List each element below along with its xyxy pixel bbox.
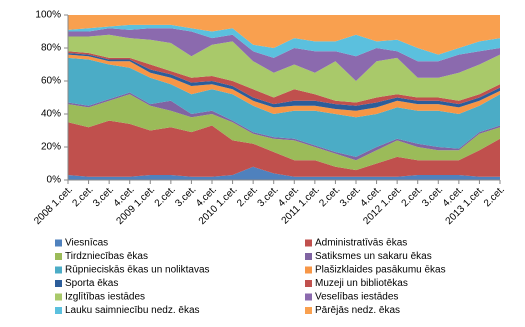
legend-swatch — [55, 253, 62, 260]
area — [68, 52, 500, 111]
legend-label: Pārējās nedz. ēkas — [315, 305, 400, 316]
legend-label: Satiksmes un sakaru ēkas — [315, 251, 432, 262]
area — [68, 51, 500, 106]
legend-swatch — [55, 266, 62, 274]
legend-label: Viesnīcas — [65, 238, 108, 249]
area — [68, 57, 500, 157]
x-tick-label: 3.cet. — [91, 184, 116, 209]
x-tick-label: 2.cet. — [235, 184, 260, 209]
x-tick-label: 2.cet. — [153, 184, 178, 209]
legend-swatch — [55, 307, 62, 314]
y-tick-label: 0% — [47, 175, 62, 186]
legend-swatch — [305, 253, 312, 260]
legend-swatch — [55, 280, 62, 287]
x-tick-label: 3.cet. — [420, 184, 445, 209]
legend-swatch — [305, 280, 312, 287]
x-tick-label: 3.cet. — [338, 184, 363, 209]
legend-label: Rūpnieciskās ēkas un noliktavas — [65, 265, 210, 276]
area — [68, 15, 500, 55]
legend-label: Sporta ēkas — [65, 278, 118, 289]
area — [68, 94, 500, 171]
x-tick-label: 2.cet. — [70, 184, 95, 209]
y-tick-label: 20% — [41, 142, 61, 153]
legend-swatch — [55, 293, 62, 301]
y-tick-label: 60% — [41, 76, 61, 87]
area — [68, 24, 500, 62]
legend-label: Tirdzniecības ēkas — [65, 251, 148, 262]
x-tick-label: 2008 1.cet. — [32, 184, 75, 227]
legend-swatch — [305, 293, 312, 301]
y-tick-label: 100% — [35, 10, 61, 21]
x-tick-label: 2.cet. — [400, 184, 425, 209]
legend-label: Administratīvās ēkas — [315, 238, 407, 249]
x-tick-label: 2.cet. — [317, 184, 342, 209]
legend-swatch — [305, 307, 312, 314]
legend-swatch — [55, 239, 62, 247]
area — [68, 120, 500, 177]
legend-swatch — [305, 239, 312, 247]
legend-label: Plašizklaides pasākumu ēkas — [315, 265, 446, 276]
legend-label: Lauku saimniecību nedz. ēkas — [65, 305, 200, 316]
y-tick-label: 40% — [41, 109, 61, 120]
x-tick-label: 3.cet. — [256, 184, 281, 209]
x-tick-label: 3.cet. — [173, 184, 198, 209]
legend-swatch — [305, 266, 312, 274]
x-tick-label: 2.cet. — [482, 184, 507, 209]
legend-label: Izglītības iestādes — [65, 292, 145, 303]
legend-label: Muzeji un bibliotēkas — [315, 278, 408, 289]
area — [68, 54, 500, 118]
y-tick-label: 80% — [41, 43, 61, 54]
legend-label: Veselības iestādes — [315, 292, 398, 303]
area — [68, 92, 500, 161]
area — [68, 28, 500, 81]
